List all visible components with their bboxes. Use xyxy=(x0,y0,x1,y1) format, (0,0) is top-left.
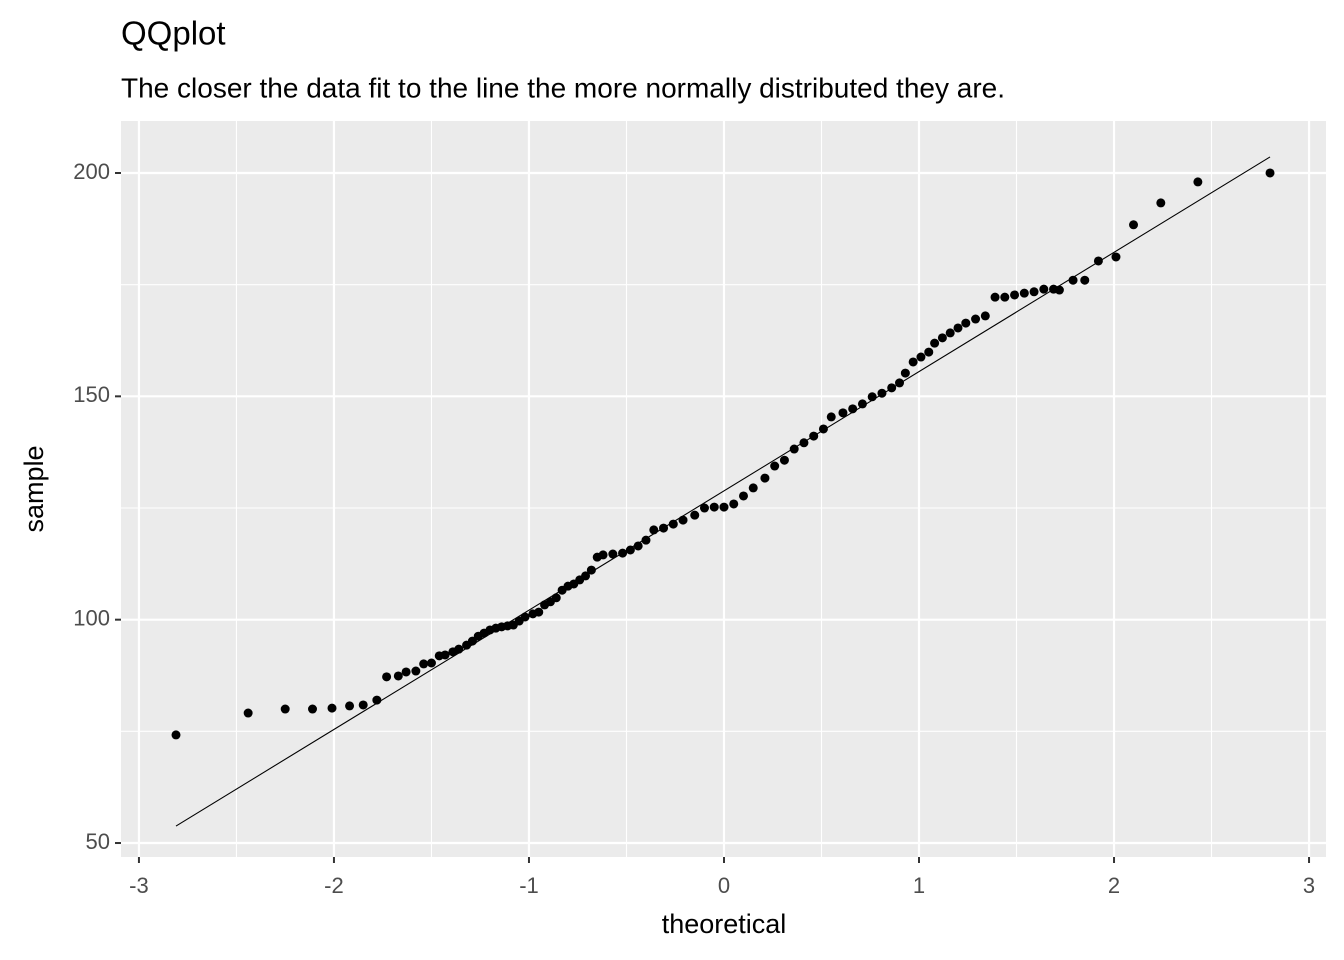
point xyxy=(1068,275,1078,285)
y-axis-title: sample xyxy=(19,445,49,532)
x-tick-label: -1 xyxy=(519,873,539,898)
point xyxy=(748,483,758,493)
y-tick-label: 100 xyxy=(73,605,110,630)
chart-title: QQplot xyxy=(121,15,226,52)
point xyxy=(1111,252,1121,262)
point xyxy=(799,438,809,448)
point xyxy=(1129,220,1139,230)
point xyxy=(1054,285,1064,295)
point xyxy=(401,667,411,677)
point xyxy=(887,383,897,393)
point xyxy=(709,502,719,512)
point xyxy=(243,708,253,718)
point xyxy=(980,311,990,321)
point xyxy=(719,502,729,512)
point xyxy=(971,314,981,324)
point xyxy=(1029,287,1039,297)
point xyxy=(171,730,181,740)
x-tick-label: 0 xyxy=(718,873,730,898)
point xyxy=(520,612,530,622)
point xyxy=(581,571,591,581)
point xyxy=(826,412,836,422)
point xyxy=(895,378,905,388)
point xyxy=(1193,177,1203,187)
point xyxy=(372,695,382,705)
y-tick-label: 150 xyxy=(73,382,110,407)
point xyxy=(551,593,561,603)
y-tick-label: 200 xyxy=(73,159,110,184)
point xyxy=(454,644,464,654)
x-tick-label: 2 xyxy=(1108,873,1120,898)
point xyxy=(779,455,789,465)
point xyxy=(598,550,608,560)
point xyxy=(789,444,799,454)
point xyxy=(411,666,421,676)
point xyxy=(990,292,1000,302)
point xyxy=(625,545,635,555)
point xyxy=(1265,168,1275,178)
point xyxy=(419,659,429,669)
y-tick-label: 50 xyxy=(86,829,110,854)
point xyxy=(641,535,651,545)
point xyxy=(961,318,971,328)
point xyxy=(924,347,934,357)
x-tick-label: 1 xyxy=(913,873,925,898)
point xyxy=(877,388,887,398)
x-tick-label: 3 xyxy=(1303,873,1315,898)
point xyxy=(1000,292,1010,302)
point xyxy=(738,491,748,501)
point xyxy=(729,499,739,509)
point xyxy=(908,357,918,367)
x-axis-title: theoretical xyxy=(662,909,787,939)
point xyxy=(930,338,940,348)
point xyxy=(937,333,947,343)
point xyxy=(809,431,819,441)
point xyxy=(1093,256,1103,266)
point xyxy=(838,408,848,418)
point xyxy=(818,424,828,434)
point xyxy=(668,519,678,529)
x-tick-label: -2 xyxy=(324,873,344,898)
point xyxy=(945,328,955,338)
point xyxy=(1156,198,1166,208)
point xyxy=(618,548,628,558)
point xyxy=(327,703,337,713)
point xyxy=(393,671,403,681)
point xyxy=(699,503,709,513)
point xyxy=(586,565,596,575)
point xyxy=(382,672,392,682)
point xyxy=(358,700,368,710)
point xyxy=(280,704,290,714)
point xyxy=(608,549,618,559)
point xyxy=(633,541,643,551)
point xyxy=(659,523,669,533)
point xyxy=(440,650,450,660)
x-tick-label: -3 xyxy=(129,873,149,898)
point xyxy=(649,525,659,535)
point xyxy=(916,352,926,362)
point xyxy=(867,392,877,402)
point xyxy=(1039,284,1049,294)
chart-subtitle: The closer the data fit to the line the … xyxy=(121,72,1005,103)
point xyxy=(678,515,688,525)
point xyxy=(900,368,910,378)
point xyxy=(1080,275,1090,285)
point xyxy=(1019,288,1029,298)
point xyxy=(426,658,436,668)
point xyxy=(770,461,780,471)
point xyxy=(848,404,858,414)
point xyxy=(534,607,544,617)
point xyxy=(857,399,867,409)
point xyxy=(760,473,770,483)
point xyxy=(1010,290,1020,300)
point xyxy=(345,701,355,711)
point xyxy=(308,704,318,714)
reference-line xyxy=(175,156,1271,827)
point xyxy=(690,510,700,520)
point xyxy=(953,323,963,333)
